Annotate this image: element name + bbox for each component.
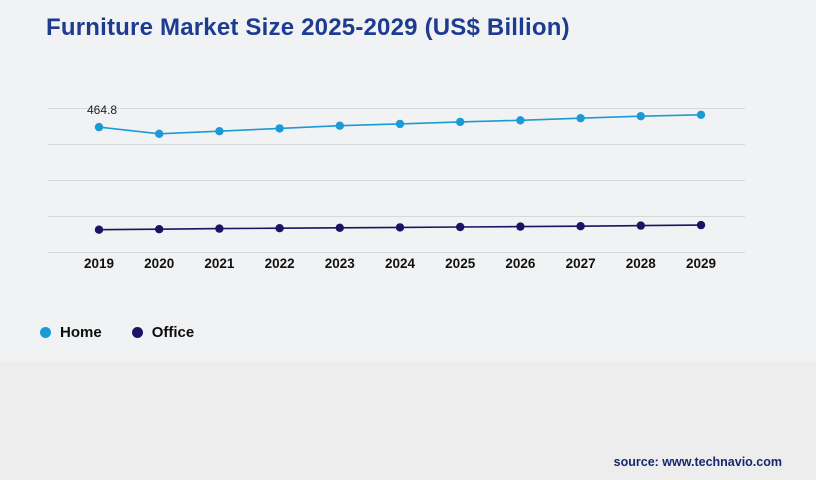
legend-label-office: Office: [151, 324, 195, 341]
legend-item-office[interactable]: Office: [131, 324, 195, 341]
page-title: Furniture Market Size 2025-2029 (US$ Bil…: [46, 14, 570, 41]
svg-text:2021: 2021: [204, 256, 235, 271]
line-chart: 2019 2020 2021 2022 2023 2024 2025 2026 2027 2028…: [48, 103, 745, 271]
svg-text:2023: 2023: [325, 256, 356, 271]
legend-label-home: Home: [60, 324, 102, 341]
svg-text:2028: 2028: [626, 256, 657, 271]
svg-text:464.8: 464.8: [87, 103, 117, 117]
home-series-marker-icon: [40, 327, 51, 338]
office-series-marker-icon: [131, 327, 143, 338]
svg-text:2025: 2025: [445, 256, 476, 271]
svg-text:2027: 2027: [566, 256, 596, 271]
svg-text:2022: 2022: [265, 256, 295, 271]
svg-text:2024: 2024: [385, 256, 416, 271]
svg-text:2026: 2026: [505, 256, 536, 271]
source-attribution: source: www.technavio.com: [613, 455, 782, 469]
chart-legend: Home Office: [40, 324, 194, 341]
svg-text:2020: 2020: [144, 256, 174, 271]
svg-text:2019: 2019: [84, 256, 114, 271]
svg-text:2029: 2029: [686, 256, 716, 271]
footer-background: [0, 362, 816, 480]
legend-item-home[interactable]: Home: [40, 324, 102, 341]
